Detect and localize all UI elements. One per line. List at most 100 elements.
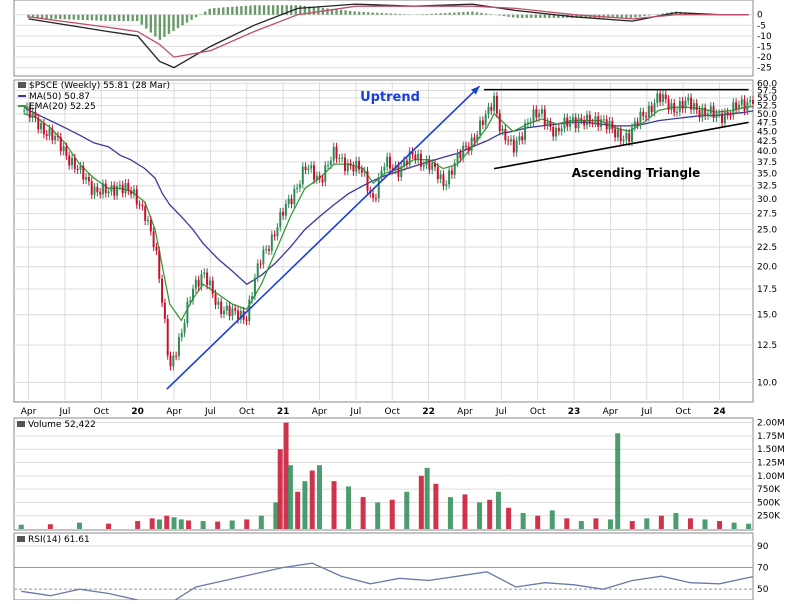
price-bar-body	[105, 184, 107, 194]
macd-hist-bar	[213, 8, 215, 15]
price-bar-body	[510, 139, 512, 141]
macd-hist-bar	[376, 13, 378, 15]
price-bar-body	[687, 98, 689, 101]
price-bar-body	[547, 122, 549, 126]
price-y-tick-label: 45.0	[757, 127, 777, 137]
price-bar-body	[651, 106, 653, 113]
price-y-tick-label: 30.0	[757, 195, 777, 205]
volume-bar	[419, 476, 424, 529]
price-bar-body	[147, 220, 149, 221]
macd-hist-bar	[136, 15, 138, 21]
price-bar-body	[330, 161, 332, 165]
price-bar-body	[572, 117, 574, 120]
price-bar-body	[580, 118, 582, 120]
price-bar-body	[710, 106, 712, 113]
price-x-tick-label: Oct	[675, 407, 691, 417]
price-bar-body	[313, 165, 315, 179]
volume-bar	[746, 524, 751, 529]
macd-hist-bar	[86, 15, 88, 21]
macd-hist-bar	[444, 13, 446, 15]
macd-y-tick-label: -25	[757, 64, 772, 74]
price-bar-body	[727, 112, 729, 115]
price-bar-body	[648, 106, 650, 118]
macd-y-tick-label: -10	[757, 32, 772, 42]
price-bar-body	[569, 120, 571, 127]
price-bar-body	[530, 122, 532, 123]
macd-hist-bar	[68, 15, 70, 20]
price-bar-body	[57, 136, 59, 137]
macd-hist-bar	[236, 6, 238, 14]
price-bar-body	[704, 108, 706, 116]
price-bar-body	[665, 94, 667, 99]
price-bar-body	[639, 112, 641, 125]
volume-bar	[593, 518, 598, 529]
macd-hist-bar	[281, 5, 283, 15]
price-bar-body	[673, 103, 675, 112]
price-x-tick-label: Apr	[312, 407, 328, 417]
price-bar-body	[316, 176, 318, 180]
price-bar-body	[175, 356, 177, 357]
macd-hist-bar	[195, 15, 197, 17]
price-bar-body	[606, 119, 608, 129]
price-bar-body	[223, 311, 225, 314]
macd-hist-bar	[544, 15, 546, 18]
price-bar-body	[68, 156, 70, 166]
price-bar-body	[549, 122, 551, 127]
macd-hist-bar	[639, 15, 641, 17]
price-bar-body	[454, 163, 456, 175]
price-bar-body	[699, 110, 701, 117]
macd-hist-bar	[485, 14, 487, 15]
volume-bar	[230, 520, 235, 529]
macd-hist-bar	[367, 12, 369, 15]
price-x-tick-label: Jul	[640, 407, 652, 417]
price-bar-body	[245, 320, 247, 321]
macd-hist-bar	[625, 15, 627, 18]
price-bar-body	[186, 302, 188, 324]
price-bar-body	[637, 122, 639, 125]
price-bar-body	[533, 109, 535, 121]
macd-hist-bar	[335, 9, 337, 14]
price-bar-body	[195, 280, 197, 289]
macd-hist-bar	[109, 15, 111, 21]
price-bar-body	[696, 103, 698, 110]
price-bar-body	[324, 165, 326, 182]
macd-hist-bar	[313, 7, 315, 15]
macd-hist-bar	[258, 5, 260, 15]
price-bar-body	[389, 157, 391, 169]
price-bar-body	[524, 123, 526, 140]
volume-bar	[172, 517, 177, 529]
price-bar-body	[82, 166, 84, 180]
macd-hist-bar	[163, 15, 165, 37]
price-bar-body	[293, 189, 295, 204]
price-bar-body	[124, 183, 126, 193]
price-bar-body	[96, 187, 98, 192]
price-bar-body	[521, 136, 523, 140]
price-bar-body	[445, 184, 447, 186]
price-bar-body	[597, 116, 599, 127]
macd-hist-bar	[467, 12, 469, 15]
price-bar-body	[437, 167, 439, 179]
macd-hist-bar	[73, 15, 75, 20]
price-bar-body	[713, 106, 715, 118]
price-bar-body	[513, 139, 515, 152]
price-bar-body	[499, 114, 501, 131]
price-y-tick-label: 40.0	[757, 147, 777, 157]
price-x-tick-label: Apr	[603, 407, 619, 417]
price-bar-body	[200, 274, 202, 287]
price-bar-body	[265, 249, 267, 250]
price-bar-body	[257, 264, 259, 278]
price-x-tick-label: Jul	[495, 407, 507, 417]
price-bar-body	[32, 112, 34, 118]
price-bar-body	[670, 103, 672, 110]
macd-hist-bar	[394, 14, 396, 15]
price-bar-body	[37, 118, 39, 129]
volume-bar	[448, 497, 453, 529]
macd-hist-bar	[630, 15, 632, 18]
price-x-tick-label: Apr	[21, 407, 37, 417]
price-bar-body	[113, 185, 115, 195]
price-bar-body	[378, 177, 380, 198]
price-bar-body	[364, 171, 366, 173]
price-bar-body	[555, 128, 557, 137]
macd-hist-bar	[267, 5, 269, 15]
price-bar-body	[414, 155, 416, 160]
